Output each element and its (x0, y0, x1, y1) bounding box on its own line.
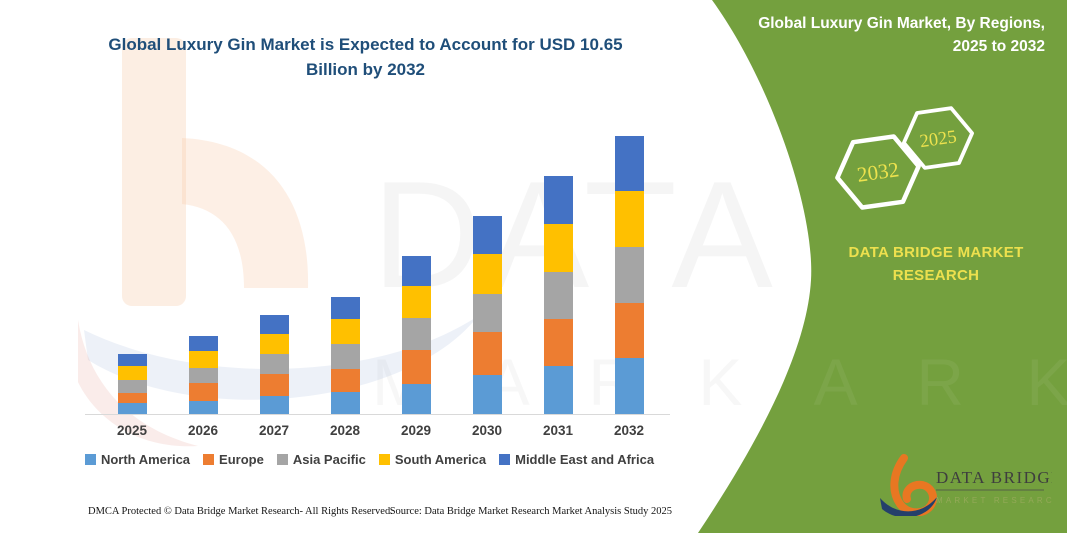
bar-segment-2032-asia-pacific (614, 247, 644, 303)
bar-segment-2027-north-america (259, 396, 289, 414)
bar-segment-2031-north-america (543, 366, 573, 414)
legend-label-middle-east-and-africa: Middle East and Africa (515, 452, 655, 467)
bar-segment-2027-middle-east-and-africa (259, 315, 289, 334)
legend-swatch-south-america (378, 454, 390, 465)
bar-segment-2026-south-america (188, 351, 218, 368)
watermark-letters-overlay: M A R K E T R E S E A R C H (700, 345, 1067, 419)
bar-segment-2026-asia-pacific (188, 368, 218, 383)
bar-segment-2030-asia-pacific (472, 294, 502, 332)
bar-segment-2032-europe (614, 303, 644, 358)
x-axis-label-2027: 2027 (258, 423, 290, 438)
brand-line1: DATA BRIDGE MARKET (848, 244, 1024, 261)
logo-name: DATA BRIDGE (936, 468, 1052, 487)
bar-segment-2026-middle-east-and-africa (188, 336, 218, 351)
bar-segment-2030-europe (472, 332, 502, 375)
legend-item-asia-pacific: Asia Pacific (276, 452, 366, 467)
x-axis-label-2026: 2026 (187, 423, 219, 438)
bar-2028 (330, 297, 360, 414)
bar-segment-2032-north-america (614, 358, 644, 414)
chart-title-line2: Billion by 2032 (305, 59, 426, 79)
bar-segment-2026-north-america (188, 401, 218, 414)
bar-segment-2028-asia-pacific (330, 344, 360, 369)
legend-swatch-north-america (84, 454, 96, 465)
bar-segment-2031-middle-east-and-africa (543, 176, 573, 224)
bar-segment-2026-europe (188, 383, 218, 401)
bar-segment-2029-north-america (401, 384, 431, 414)
bar-segment-2025-europe (117, 393, 147, 403)
legend-item-europe: Europe (203, 452, 264, 467)
bar-segment-2030-middle-east-and-africa (472, 216, 502, 254)
bar-segment-2029-asia-pacific (401, 318, 431, 350)
bar-2025 (117, 354, 147, 414)
bar-segment-2029-europe (401, 350, 431, 384)
legend-label-north-america: North America (100, 452, 191, 467)
bar-segment-2025-north-america (117, 403, 147, 414)
x-axis-label-2025: 2025 (116, 423, 148, 438)
plot-area (85, 118, 670, 415)
footer-dmca: DMCA Protected © Data Bridge Market Rese… (88, 506, 393, 517)
panel-header: Global Luxury Gin Market, By Regions, 20… (705, 12, 1045, 59)
bar-segment-2027-europe (259, 374, 289, 396)
legend-item-south-america: South America (378, 452, 487, 467)
bar-segment-2028-south-america (330, 319, 360, 344)
x-axis-labels: 2025 2026 2027 2028 2029 2030 2031 2032 (85, 423, 670, 441)
bar-2029 (401, 256, 431, 414)
bar-segment-2032-middle-east-and-africa (614, 136, 644, 191)
bar-segment-2030-north-america (472, 375, 502, 414)
bar-2026 (188, 336, 218, 414)
bar-segment-2025-south-america (117, 366, 147, 380)
legend-label-asia-pacific: Asia Pacific (292, 452, 366, 467)
legend: North America Europe Asia Pacific South Ame… (62, 452, 677, 467)
footer-source: Source: Data Bridge Market Research Mark… (389, 506, 672, 517)
legend-swatch-europe (203, 454, 215, 465)
x-axis-label-2031: 2031 (542, 423, 574, 438)
bar-segment-2027-south-america (259, 334, 289, 354)
bar-segment-2032-south-america (614, 191, 644, 247)
bar-segment-2028-middle-east-and-africa (330, 297, 360, 319)
bar-segment-2029-middle-east-and-africa (401, 256, 431, 286)
bar-segment-2031-europe (543, 319, 573, 366)
chart-title: Global Luxury Gin Market is Expected to … (78, 33, 653, 82)
bar-2027 (259, 315, 289, 414)
x-axis-label-2032: 2032 (613, 423, 645, 438)
brand-line2: RESEARCH (892, 266, 980, 284)
bar-segment-2029-south-america (401, 286, 431, 318)
bar-2031 (543, 176, 573, 414)
bar-segment-2025-middle-east-and-africa (117, 354, 147, 366)
brand-wordmark: DATA BRIDGE MARKET RESEARCH (820, 242, 1052, 287)
x-axis-label-2028: 2028 (329, 423, 361, 438)
bar-segment-2025-asia-pacific (117, 380, 147, 393)
logo-sub: MARKET RESEARCH (936, 496, 1052, 505)
x-axis-label-2029: 2029 (400, 423, 432, 438)
bar-segment-2027-asia-pacific (259, 354, 289, 374)
bar-2032 (614, 136, 644, 414)
bar-2030 (472, 216, 502, 414)
bar-segment-2028-europe (330, 369, 360, 392)
data-bridge-b-icon (880, 454, 938, 516)
bar-segment-2031-asia-pacific (543, 272, 573, 319)
legend-item-middle-east-and-africa: Middle East and Africa (499, 452, 654, 467)
x-axis-label-2030: 2030 (471, 423, 503, 438)
bar-segment-2030-south-america (472, 254, 502, 294)
legend-label-south-america: South America (394, 452, 487, 467)
chart-title-line1: Global Luxury Gin Market is Expected to … (108, 35, 623, 54)
bar-segment-2031-south-america (543, 224, 573, 272)
legend-label-europe: Europe (219, 452, 264, 467)
legend-swatch-middle-east-and-africa (499, 454, 511, 465)
panel-header-line1: Global Luxury Gin Market, By Regions, (758, 15, 1045, 32)
legend-swatch-asia-pacific (276, 454, 288, 465)
legend-item-north-america: North America (84, 452, 191, 467)
bar-segment-2028-north-america (330, 392, 360, 414)
panel-header-line2: 2025 to 2032 (952, 38, 1045, 56)
data-bridge-logo: DATA BRIDGE MARKET RESEARCH (880, 454, 1052, 516)
